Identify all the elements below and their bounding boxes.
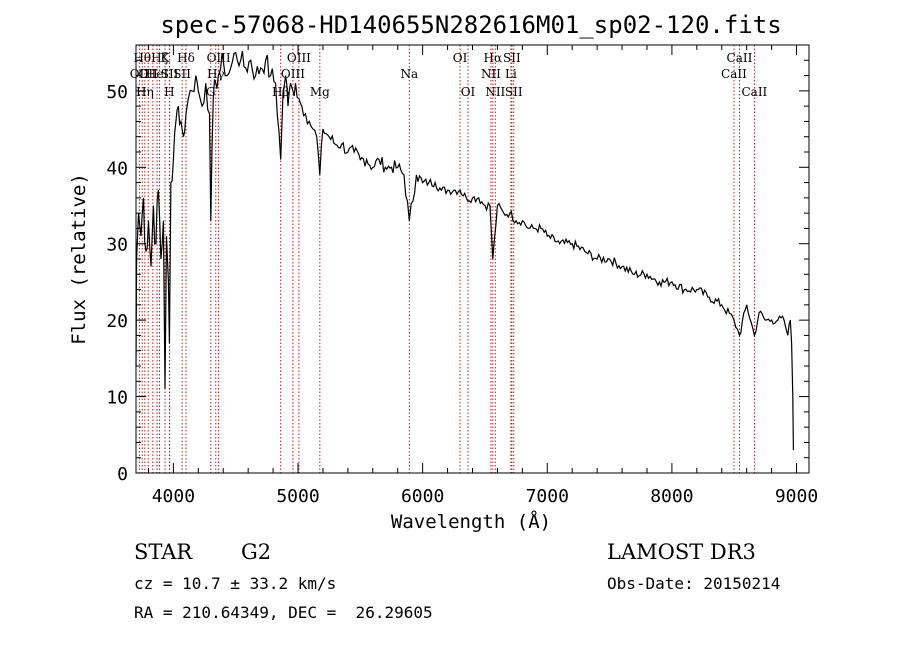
line-label: NII [481,67,501,81]
spectrum-series-line [135,50,794,451]
ra-dec-coordinates: RA = 210.64349, DEC = 26.29605 [134,603,433,622]
y-tick-label: 30 [106,235,128,256]
line-label: OIII [207,51,231,65]
chart-title: spec-57068-HD140655N282616M01_sp02-120.f… [160,11,781,39]
survey-name: LAMOST DR3 [607,540,756,564]
line-label: OI [461,85,476,99]
line-label: NII [485,85,505,99]
line-label: OIII [281,67,305,81]
line-label: SII [173,67,191,81]
line-label: Hδ [177,51,195,65]
line-label: Na [400,67,418,81]
line-label: Hθ [133,51,151,65]
line-label: HeI [146,67,169,81]
y-tick-label: 0 [117,464,128,485]
x-tick-label: 4000 [152,486,195,507]
x-tick-label: 7000 [526,486,569,507]
y-tick-label: 20 [106,311,128,332]
line-label: K [161,51,171,65]
line-label: Hγ [207,67,225,81]
spectral-subclass: G2 [241,540,272,564]
line-label: Li [505,67,517,81]
plot-frame [135,44,810,474]
x-axis-label: Wavelength (Å) [391,510,551,533]
line-label: SII [161,67,179,81]
x-tick-label: 5000 [276,486,319,507]
spectral-line-labels: OIIHθHηOIIHeIHζKHSIISIIHδGHγOIIIHβOIIIOI… [130,51,768,99]
line-label: CaII [741,85,767,99]
line-label: Hζ [151,51,168,65]
observation-date: Obs-Date: 20150214 [607,574,781,593]
x-tick-label: 9000 [775,486,818,507]
y-tick-label: 10 [106,388,128,409]
spectral-line-markers [138,45,755,473]
line-label: SII [505,85,523,99]
line-label: CaII [721,67,747,81]
line-label: Mg [310,85,330,99]
line-label: OII [139,67,159,81]
line-label: OIII [287,51,311,65]
x-tick-label: 8000 [650,486,693,507]
x-tick-label: 6000 [401,486,444,507]
line-label: OI [453,51,468,65]
line-label: Hη [136,85,154,99]
line-label: CaII [727,51,753,65]
line-label: OII [130,67,150,81]
line-label: H [164,85,174,99]
y-axis-ticks: 0 10 20 30 40 50 [106,59,809,485]
x-axis-ticks: 4000 5000 6000 7000 8000 9000 [147,45,818,507]
redshift-cz: cz = 10.7 ± 33.2 km/s [134,574,337,593]
y-axis-label: Flux (relative) [68,173,90,345]
line-label: Hα [484,51,503,65]
object-class: STAR [134,540,193,564]
y-tick-label: 50 [106,82,128,103]
line-label: G [206,85,216,99]
y-tick-label: 40 [106,158,128,179]
line-label: SII [503,51,521,65]
